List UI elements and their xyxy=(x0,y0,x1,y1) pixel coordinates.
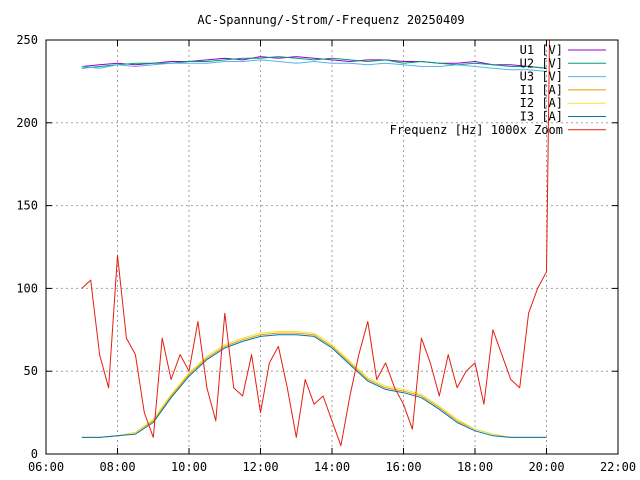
x-tick-label: 12:00 xyxy=(242,460,278,474)
series-line-frequenz xyxy=(81,40,550,447)
series-line-u3 xyxy=(81,59,547,72)
legend-label: I2 [A] xyxy=(520,96,563,110)
legend-label: Frequenz [Hz] 1000x Zoom xyxy=(390,123,563,137)
legend-label: U2 [V] xyxy=(520,56,563,70)
x-tick-label: 14:00 xyxy=(314,460,350,474)
x-tick-label: 16:00 xyxy=(385,460,421,474)
legend-label: I1 [A] xyxy=(520,83,563,97)
x-tick-label: 22:00 xyxy=(600,460,636,474)
x-tick-label: 08:00 xyxy=(99,460,135,474)
series-line-i2 xyxy=(81,331,547,438)
x-tick-label: 10:00 xyxy=(171,460,207,474)
x-tick-label: 20:00 xyxy=(528,460,564,474)
series-line-u1 xyxy=(81,56,547,69)
y-tick-label: 50 xyxy=(24,364,38,378)
legend-label: U1 [V] xyxy=(520,43,563,57)
legend-label: I3 [A] xyxy=(520,110,563,124)
y-tick-label: 100 xyxy=(16,281,38,295)
y-tick-label: 150 xyxy=(16,199,38,213)
series-lines xyxy=(81,40,550,447)
x-tick-label: 18:00 xyxy=(457,460,493,474)
axis-ticks: 06:00 08:00 10:00 12:00 14:00 16:00 18:00 20:00… xyxy=(16,33,636,474)
legend: U1 [V]U2 [V]U3 [V]I1 [A]I2 [A]I3 [A]Freq… xyxy=(390,43,606,137)
y-tick-label: 250 xyxy=(16,33,38,47)
legend-label: U3 [V] xyxy=(520,70,563,84)
series-line-u2 xyxy=(81,56,547,69)
x-tick-label: 06:00 xyxy=(28,460,64,474)
y-tick-label: 200 xyxy=(16,116,38,130)
series-line-i1 xyxy=(81,332,547,438)
chart-title: AC-Spannung/-Strom/-Frequenz 20250409 xyxy=(197,13,464,27)
series-line-i3 xyxy=(81,334,547,438)
y-tick-label: 0 xyxy=(31,447,38,461)
